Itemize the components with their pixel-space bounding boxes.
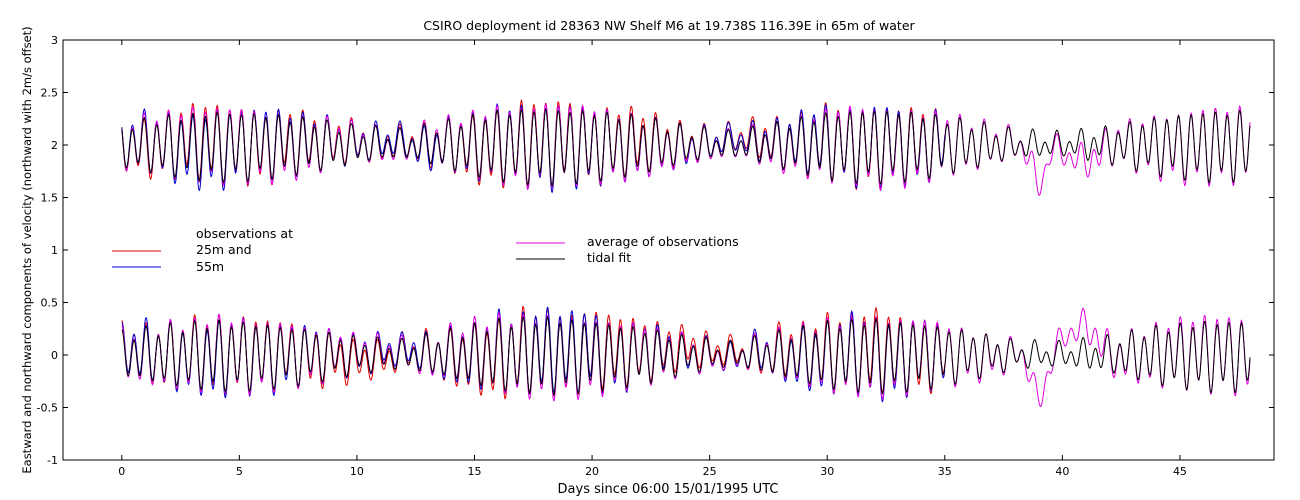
series-line-tidal-fit-n [121, 108, 1251, 187]
legend-right: average of observations tidal fit [516, 234, 739, 265]
x-tick-label: 5 [236, 465, 243, 478]
x-axis: 0 5 10 15 20 25 30 35 40 45 [118, 40, 1187, 478]
x-tick-label: 10 [350, 465, 364, 478]
x-tick-label: 0 [118, 465, 125, 478]
x-axis-label: Days since 06:00 15/01/1995 UTC [558, 482, 779, 497]
x-tick-label: 20 [585, 465, 599, 478]
series-layer [121, 99, 1251, 408]
y-tick-label: 0.5 [41, 297, 59, 310]
series-line-average-n [121, 103, 1251, 196]
y-tick-label: 1.5 [41, 192, 59, 205]
y-tick-label: 2.5 [41, 87, 59, 100]
y-tick-label: 2 [51, 139, 58, 152]
y-axis-label: Eastward and northward components of vel… [20, 26, 34, 473]
x-tick-label: 45 [1173, 465, 1187, 478]
x-tick-label: 35 [938, 465, 952, 478]
y-tick-label: 1 [51, 244, 58, 257]
x-tick-label: 30 [820, 465, 834, 478]
y-tick-label: 0 [51, 349, 58, 362]
legend-label-25m: 25m and [196, 242, 252, 257]
legend-left: observations at 25m and 55m [112, 226, 293, 274]
y-tick-label: -0.5 [37, 402, 58, 415]
legend-label-average: average of observations [587, 234, 739, 249]
y-tick-label: -1 [47, 454, 58, 467]
x-tick-label: 25 [703, 465, 717, 478]
x-tick-label: 40 [1055, 465, 1069, 478]
legend-label-tidal-fit: tidal fit [587, 250, 631, 265]
legend-heading: observations at [196, 226, 293, 241]
chart-title: CSIRO deployment id 28363 NW Shelf M6 at… [423, 18, 915, 33]
legend-label-55m: 55m [196, 259, 224, 274]
series-line-tidal-fit-e [121, 316, 1251, 396]
x-tick-label: 15 [468, 465, 482, 478]
y-tick-label: 3 [51, 34, 58, 47]
y-axis: -1 -0.5 0 0.5 1 1.5 2 2.5 3 [37, 34, 1274, 467]
